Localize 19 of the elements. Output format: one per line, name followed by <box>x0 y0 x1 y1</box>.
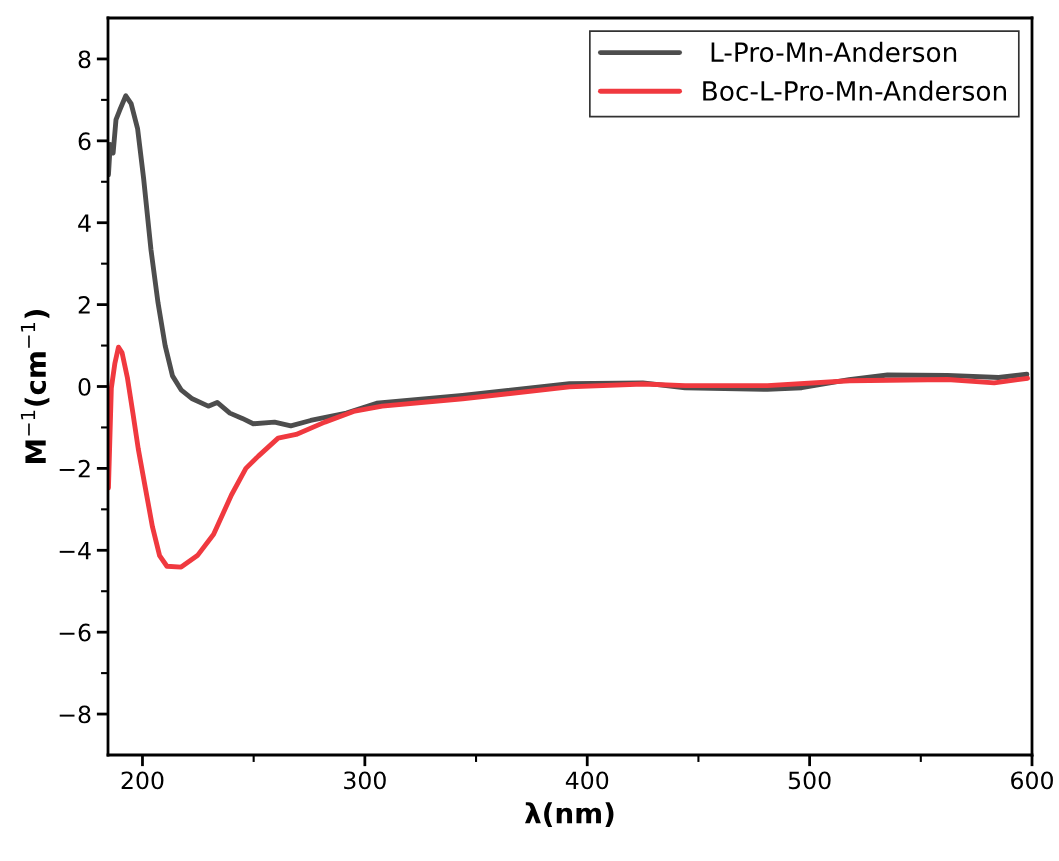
y-tick-label: −2 <box>59 459 90 478</box>
y-tick-label: −8 <box>59 705 91 724</box>
x-tick-label: 200 <box>121 771 164 790</box>
line-series <box>108 344 1030 570</box>
y-tick-label: −6 <box>59 623 91 642</box>
y-tick-label: 0 <box>78 377 91 396</box>
y-tick-label: 6 <box>78 132 91 151</box>
y-axis-title: M$^{−1}$(cm$^{−1}$) <box>20 310 50 463</box>
x-tick-label: 300 <box>344 771 386 790</box>
y-tick-label: −4 <box>59 542 91 560</box>
legend-label: Boc-L-Pro-Mn-Anderson <box>703 80 1007 101</box>
x-tick-label: 600 <box>1011 771 1053 790</box>
y-tick-label: 2 <box>78 296 90 314</box>
y-tick-label: 8 <box>78 50 91 69</box>
x-axis-title: λ(nm) <box>524 802 614 827</box>
legend-label: L-Pro-Mn-Anderson <box>711 41 957 63</box>
x-tick-label: 400 <box>565 771 609 790</box>
x-tick-label: 500 <box>788 771 831 790</box>
y-tick-label: 4 <box>78 214 91 232</box>
